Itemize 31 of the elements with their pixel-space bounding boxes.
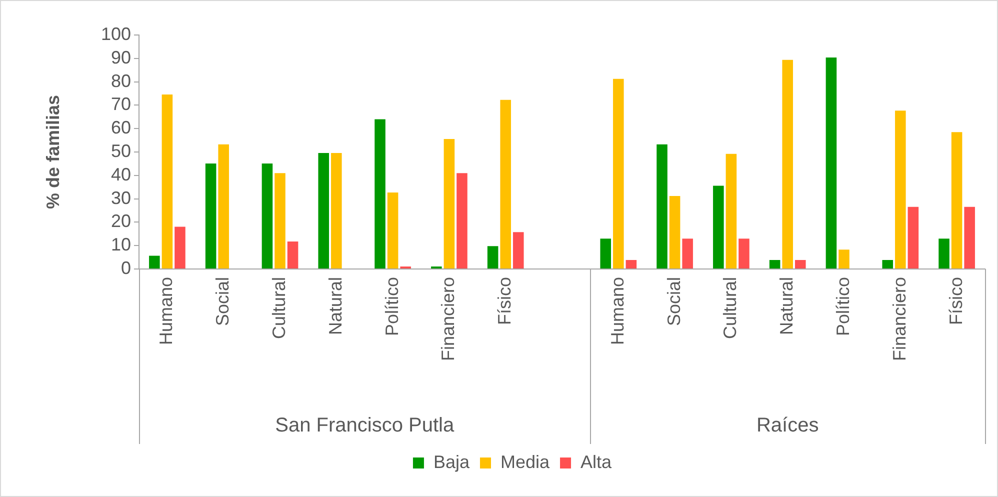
x-tick-label: Humano	[156, 277, 176, 346]
text: San Francisco Putla	[275, 414, 455, 437]
x-tick-label: Natural	[325, 277, 346, 336]
x-tick-label: Cultural	[720, 277, 740, 340]
legend-label: Alta	[580, 452, 613, 472]
legend-label: Baja	[433, 452, 470, 472]
y-tick-label: 50	[110, 140, 131, 161]
x-tick-label: Político	[832, 277, 853, 336]
y-tick-label: 30	[110, 188, 131, 208]
x-tick-label: Humano	[607, 277, 628, 346]
y-tick-label: 60	[110, 118, 131, 138]
y-tick-label: 70	[110, 94, 131, 114]
y-tick-label: 40	[110, 164, 131, 184]
x-tick-label: Financiero	[438, 277, 458, 362]
x-tick-label: Natural	[776, 277, 797, 336]
y-tick-label: 80	[110, 70, 131, 91]
x-tick-label: Financiero	[889, 277, 910, 362]
x-tick-label: Cultural	[268, 277, 289, 340]
x-tick-label: Físico	[494, 277, 515, 326]
x-tick-label: Político	[382, 277, 402, 336]
legend-label: Media	[500, 452, 551, 472]
y-tick-label: 100	[100, 24, 131, 44]
y-tick-label: 10	[110, 234, 131, 255]
y-tick-label: 0	[120, 258, 131, 278]
x-tick-label: Social	[212, 277, 233, 326]
y-tick-label: 20	[110, 211, 131, 232]
y-tick-label: 90	[110, 47, 131, 68]
x-tick-label: Físico	[946, 277, 966, 326]
text: Raíces	[756, 414, 819, 437]
x-tick-label: Social	[664, 277, 684, 326]
y-axis-title: % de familias	[42, 94, 63, 210]
